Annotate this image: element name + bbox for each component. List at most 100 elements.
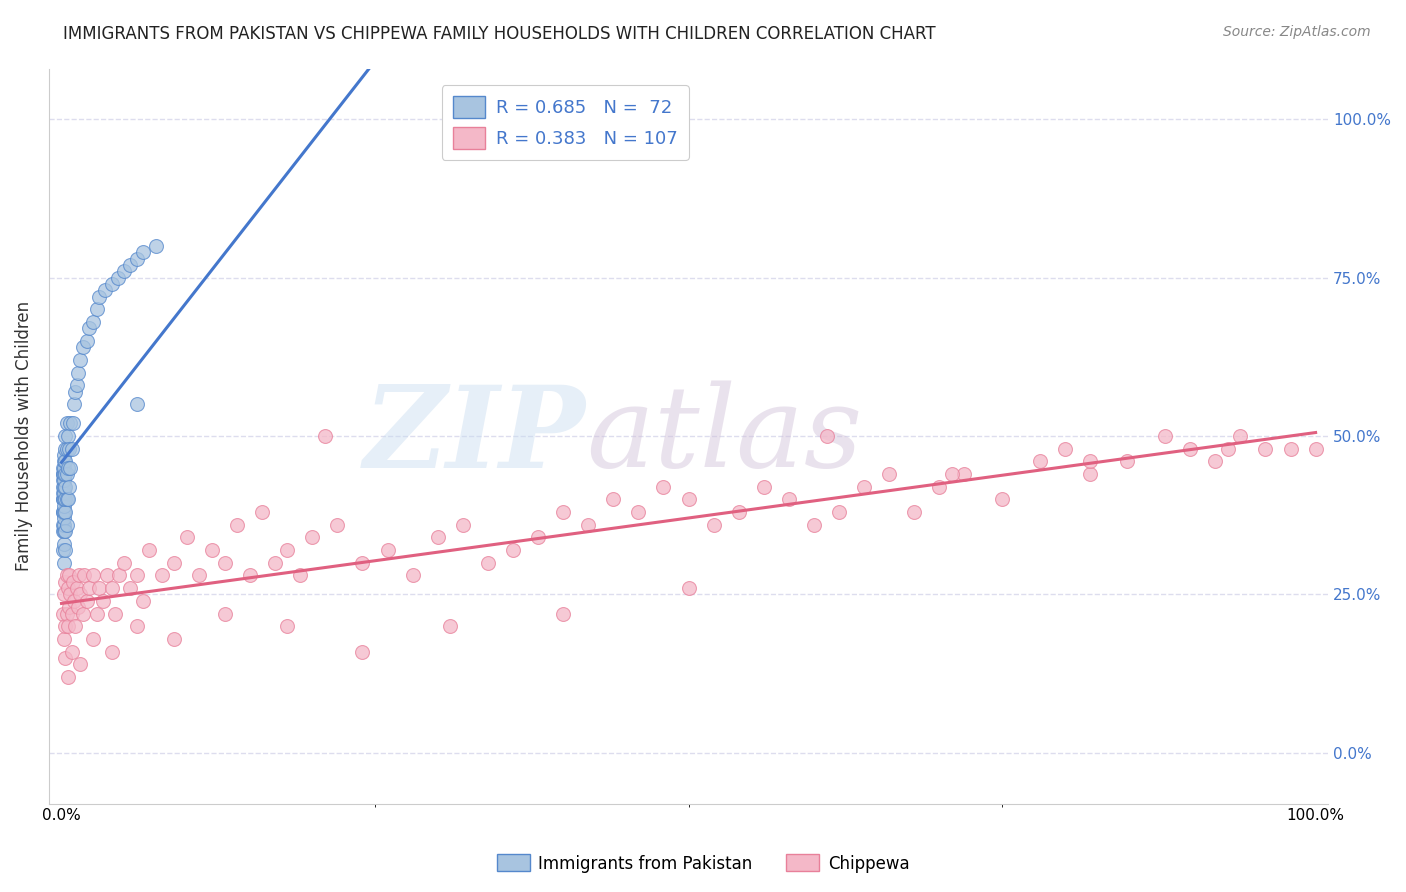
- Point: [352, 644, 374, 658]
- Point: [426, 531, 449, 545]
- Point: [62, 417, 84, 431]
- Point: [56, 429, 79, 443]
- Point: [1180, 442, 1202, 456]
- Point: [72, 607, 94, 621]
- Point: [55, 492, 77, 507]
- Point: [65, 378, 87, 392]
- Point: [53, 460, 76, 475]
- Point: [62, 574, 84, 589]
- Point: [52, 492, 75, 507]
- Point: [52, 607, 75, 621]
- Point: [132, 245, 155, 260]
- Point: [82, 632, 104, 646]
- Point: [72, 340, 94, 354]
- Point: [52, 474, 75, 488]
- Point: [63, 397, 86, 411]
- Point: [652, 480, 675, 494]
- Point: [1279, 442, 1302, 456]
- Point: [803, 517, 825, 532]
- Point: [55, 568, 77, 582]
- Point: [125, 619, 148, 633]
- Point: [1229, 429, 1251, 443]
- Point: [53, 492, 76, 507]
- Point: [55, 417, 77, 431]
- Point: [58, 600, 80, 615]
- Point: [352, 556, 374, 570]
- Point: [815, 429, 838, 443]
- Point: [66, 600, 89, 615]
- Point: [52, 524, 75, 538]
- Point: [602, 492, 624, 507]
- Point: [752, 480, 775, 494]
- Point: [55, 517, 77, 532]
- Legend: Immigrants from Pakistan, Chippewa: Immigrants from Pakistan, Chippewa: [491, 847, 915, 880]
- Point: [125, 568, 148, 582]
- Point: [314, 429, 336, 443]
- Text: Source: ZipAtlas.com: Source: ZipAtlas.com: [1223, 25, 1371, 39]
- Point: [82, 315, 104, 329]
- Point: [59, 460, 82, 475]
- Point: [53, 543, 76, 558]
- Point: [53, 480, 76, 494]
- Point: [276, 619, 298, 633]
- Point: [853, 480, 876, 494]
- Text: IMMIGRANTS FROM PAKISTAN VS CHIPPEWA FAMILY HOUSEHOLDS WITH CHILDREN CORRELATION: IMMIGRANTS FROM PAKISTAN VS CHIPPEWA FAM…: [63, 25, 936, 43]
- Point: [1254, 442, 1277, 456]
- Point: [112, 556, 135, 570]
- Point: [53, 505, 76, 519]
- Point: [53, 619, 76, 633]
- Point: [52, 467, 75, 481]
- Point: [56, 492, 79, 507]
- Point: [150, 568, 173, 582]
- Point: [53, 467, 76, 481]
- Point: [53, 454, 76, 468]
- Point: [52, 543, 75, 558]
- Point: [59, 587, 82, 601]
- Point: [52, 480, 75, 494]
- Point: [553, 505, 575, 519]
- Point: [226, 517, 249, 532]
- Point: [77, 321, 100, 335]
- Point: [953, 467, 976, 481]
- Point: [59, 417, 82, 431]
- Point: [53, 467, 76, 481]
- Point: [77, 581, 100, 595]
- Point: [56, 581, 79, 595]
- Point: [239, 568, 262, 582]
- Point: [53, 454, 76, 468]
- Point: [727, 505, 749, 519]
- Point: [58, 568, 80, 582]
- Point: [52, 505, 75, 519]
- Point: [104, 607, 127, 621]
- Point: [96, 568, 118, 582]
- Point: [553, 607, 575, 621]
- Point: [53, 492, 76, 507]
- Point: [176, 531, 198, 545]
- Text: atlas: atlas: [586, 381, 863, 491]
- Point: [53, 429, 76, 443]
- Point: [1154, 429, 1177, 443]
- Point: [439, 619, 461, 633]
- Point: [1116, 454, 1139, 468]
- Point: [60, 442, 83, 456]
- Point: [53, 448, 76, 462]
- Point: [477, 556, 499, 570]
- Point: [991, 492, 1014, 507]
- Point: [263, 556, 285, 570]
- Point: [91, 594, 114, 608]
- Point: [100, 581, 122, 595]
- Legend: R = 0.685   N =  72, R = 0.383   N = 107: R = 0.685 N = 72, R = 0.383 N = 107: [441, 85, 689, 160]
- Point: [288, 568, 311, 582]
- Point: [107, 270, 129, 285]
- Point: [100, 277, 122, 291]
- Point: [69, 587, 91, 601]
- Point: [52, 486, 75, 500]
- Point: [56, 460, 79, 475]
- Point: [678, 581, 700, 595]
- Point: [502, 543, 524, 558]
- Point: [86, 607, 108, 621]
- Point: [53, 574, 76, 589]
- Point: [66, 366, 89, 380]
- Point: [76, 334, 98, 348]
- Point: [1078, 454, 1101, 468]
